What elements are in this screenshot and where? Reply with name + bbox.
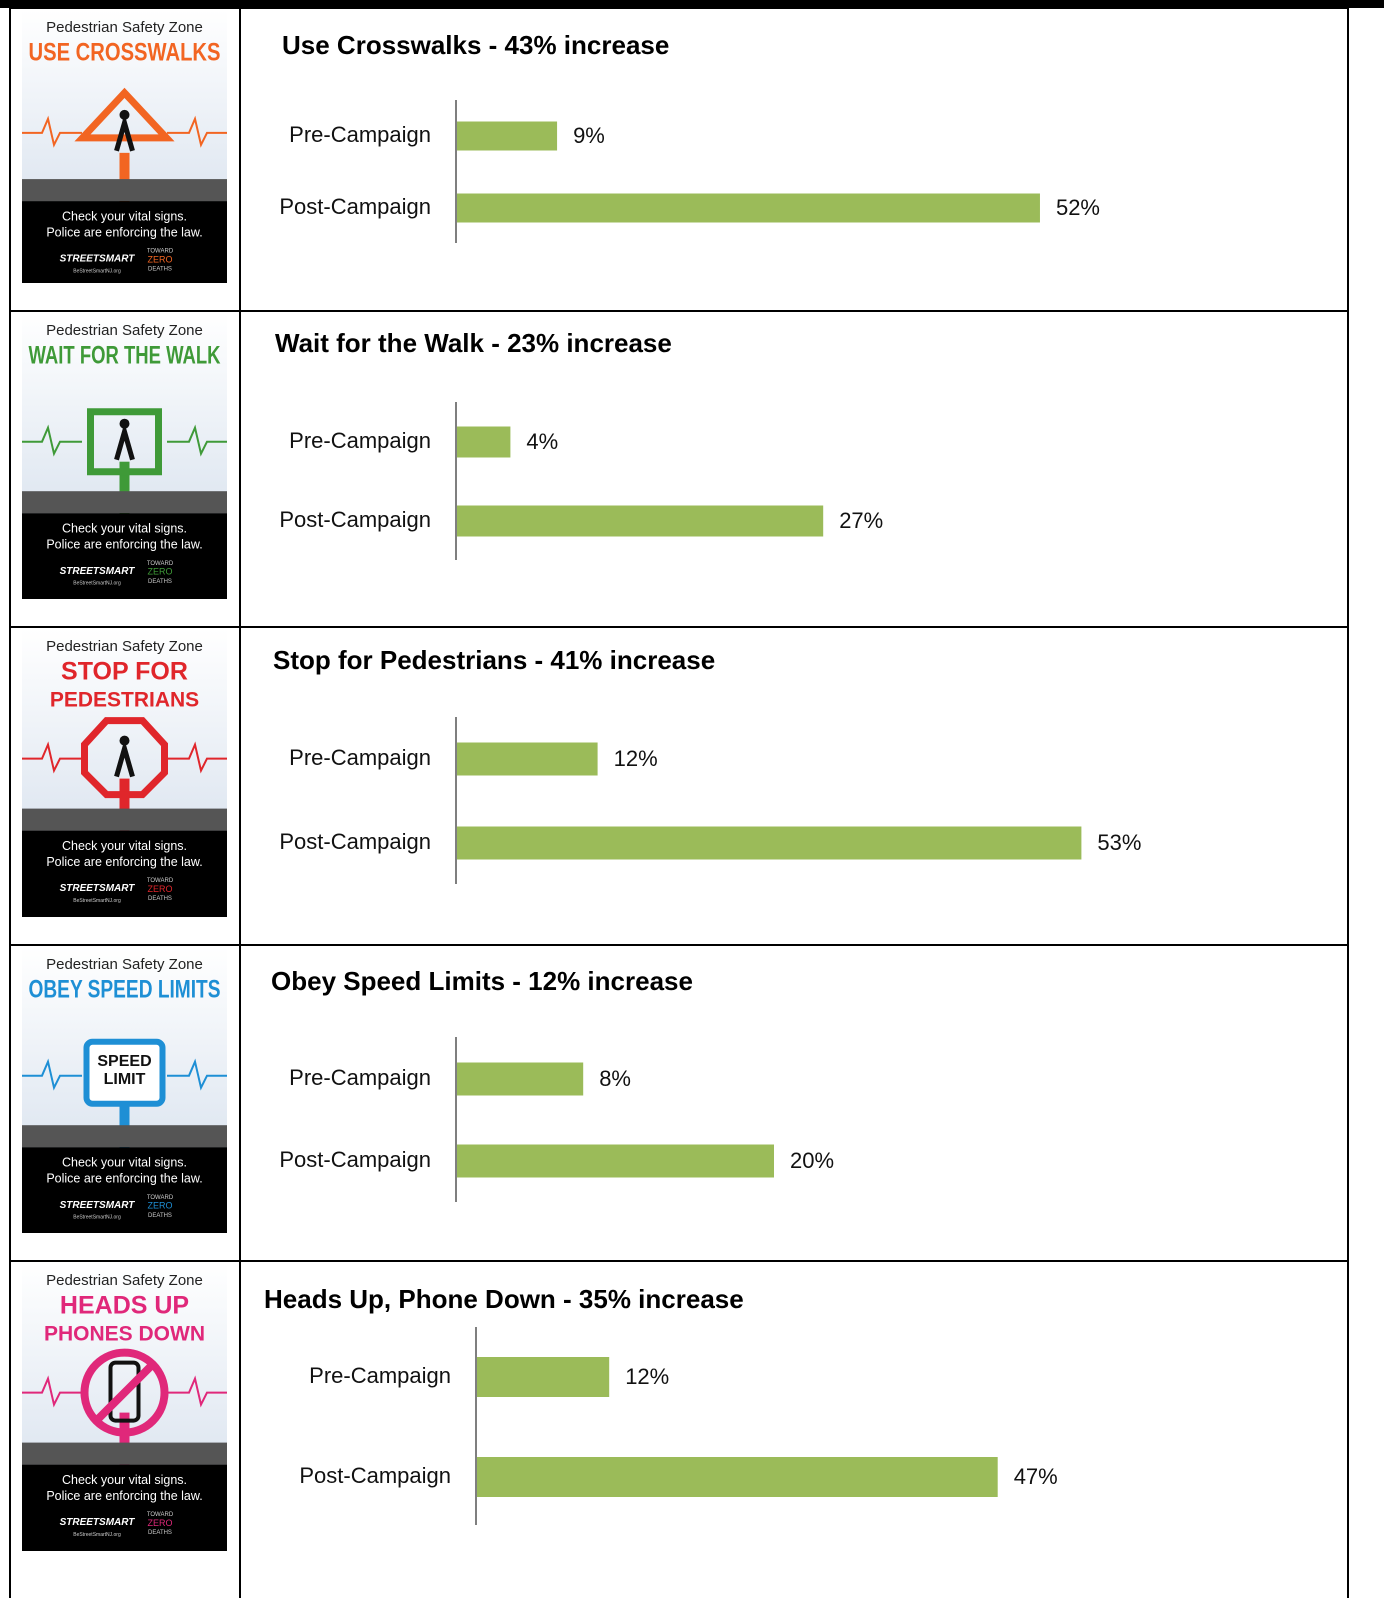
category-label: Pre-Campaign <box>289 122 431 147</box>
bar <box>456 194 1040 223</box>
data-label: 27% <box>839 508 883 533</box>
data-label: 9% <box>573 123 605 148</box>
sign-text: LIMIT <box>104 1071 146 1088</box>
data-label: 52% <box>1056 195 1100 220</box>
poster-site: BeStreetSmartNJ.org <box>73 581 121 587</box>
poster-badge: DEATHS <box>148 1530 172 1536</box>
poster-tagline: Check your vital signs. <box>62 521 187 535</box>
sign-text: SPEED <box>97 1053 151 1070</box>
poster-site: BeStreetSmartNJ.org <box>73 898 121 904</box>
chart-title: Stop for Pedestrians - 41% increase <box>273 645 715 675</box>
chart-title: Use Crosswalks - 43% increase <box>282 30 669 60</box>
poster-tagline: Police are enforcing the law. <box>46 855 202 869</box>
skyline <box>22 809 227 831</box>
poster-headline: HEADS UP <box>60 1292 189 1320</box>
skyline <box>22 1125 227 1147</box>
poster-tagline: Check your vital signs. <box>62 1473 187 1487</box>
poster-headline: STOP FOR <box>61 658 188 686</box>
category-label: Post-Campaign <box>279 194 431 219</box>
bar <box>456 1063 583 1096</box>
data-label: 20% <box>790 1148 834 1173</box>
poster-badge: ZERO <box>147 254 172 264</box>
poster: Pedestrian Safety Zone STOP FOR PEDESTRIAN… <box>22 629 227 917</box>
category-label: Post-Campaign <box>279 1147 431 1172</box>
skyline <box>22 491 227 513</box>
poster-site: BeStreetSmartNJ.org <box>73 268 121 274</box>
bar <box>456 827 1081 860</box>
category-label: Post-Campaign <box>279 507 431 532</box>
page: Pedestrian Safety Zone USE CROSSWALKS Chec… <box>0 0 1384 1598</box>
bar <box>476 1357 609 1397</box>
data-label: 4% <box>526 429 558 454</box>
poster-brand: STREETSMART <box>60 1200 136 1211</box>
data-label: 8% <box>599 1066 631 1091</box>
poster-tagline: Police are enforcing the law. <box>46 537 202 551</box>
poster-headline: PEDESTRIANS <box>50 689 199 712</box>
poster-header: Pedestrian Safety Zone <box>46 322 203 339</box>
poster-brand: STREETSMART <box>60 566 136 577</box>
poster-brand: STREETSMART <box>60 883 136 894</box>
poster: Pedestrian Safety Zone HEADS UP PHONES DOW… <box>22 1263 227 1551</box>
poster-site: BeStreetSmartNJ.org <box>73 1215 121 1221</box>
poster-tagline: Check your vital signs. <box>62 209 187 223</box>
skyline <box>22 179 227 201</box>
category-label: Pre-Campaign <box>289 1065 431 1090</box>
category-label: Pre-Campaign <box>309 1363 451 1388</box>
poster-header: Pedestrian Safety Zone <box>46 638 203 655</box>
chart-title: Obey Speed Limits - 12% increase <box>271 966 693 996</box>
poster-badge: DEATHS <box>148 1213 172 1219</box>
poster-headline: OBEY SPEED LIMITS <box>29 976 221 1004</box>
data-label: 47% <box>1014 1464 1058 1489</box>
poster-tagline: Police are enforcing the law. <box>46 1171 202 1185</box>
poster-badge: ZERO <box>147 1201 172 1211</box>
document: Pedestrian Safety Zone USE CROSSWALKS Chec… <box>0 0 1384 1598</box>
poster: Pedestrian Safety Zone OBEY SPEED LIMITS S… <box>22 947 227 1233</box>
poster-headline: PHONES DOWN <box>44 1323 205 1346</box>
chart-title: Heads Up, Phone Down - 35% increase <box>264 1284 744 1314</box>
poster: Pedestrian Safety Zone WAIT FOR THE WALK C… <box>22 313 227 599</box>
category-label: Post-Campaign <box>279 829 431 854</box>
poster-header: Pedestrian Safety Zone <box>46 1272 203 1289</box>
category-label: Post-Campaign <box>299 1463 451 1488</box>
top-band <box>0 0 1384 8</box>
poster-tagline: Check your vital signs. <box>62 839 187 853</box>
poster-tagline: Police are enforcing the law. <box>46 1489 202 1503</box>
category-label: Pre-Campaign <box>289 745 431 770</box>
poster-headline: WAIT FOR THE WALK <box>29 342 221 370</box>
poster: Pedestrian Safety Zone USE CROSSWALKS Chec… <box>22 10 227 283</box>
chart-title: Wait for the Walk - 23% increase <box>275 328 672 358</box>
poster-tagline: Check your vital signs. <box>62 1155 187 1169</box>
poster-header: Pedestrian Safety Zone <box>46 19 203 36</box>
poster-badge: DEATHS <box>148 579 172 585</box>
bar <box>456 506 823 537</box>
poster-tagline: Police are enforcing the law. <box>46 225 202 239</box>
bar <box>456 1145 774 1178</box>
bar <box>476 1457 998 1497</box>
poster-badge: DEATHS <box>148 896 172 902</box>
poster-badge: ZERO <box>147 1518 172 1528</box>
poster-badge: ZERO <box>147 884 172 894</box>
poster-site: BeStreetSmartNJ.org <box>73 1532 121 1538</box>
bar <box>456 427 510 458</box>
bar <box>456 743 598 776</box>
poster-headline: USE CROSSWALKS <box>29 39 221 67</box>
poster-badge: DEATHS <box>148 267 172 273</box>
data-label: 12% <box>614 746 658 771</box>
category-label: Pre-Campaign <box>289 428 431 453</box>
poster-header: Pedestrian Safety Zone <box>46 956 203 973</box>
data-label: 53% <box>1097 830 1141 855</box>
poster-brand: STREETSMART <box>60 254 136 265</box>
bar <box>456 122 557 151</box>
poster-badge: ZERO <box>147 567 172 577</box>
skyline <box>22 1443 227 1465</box>
poster-brand: STREETSMART <box>60 1517 136 1528</box>
data-label: 12% <box>625 1364 669 1389</box>
